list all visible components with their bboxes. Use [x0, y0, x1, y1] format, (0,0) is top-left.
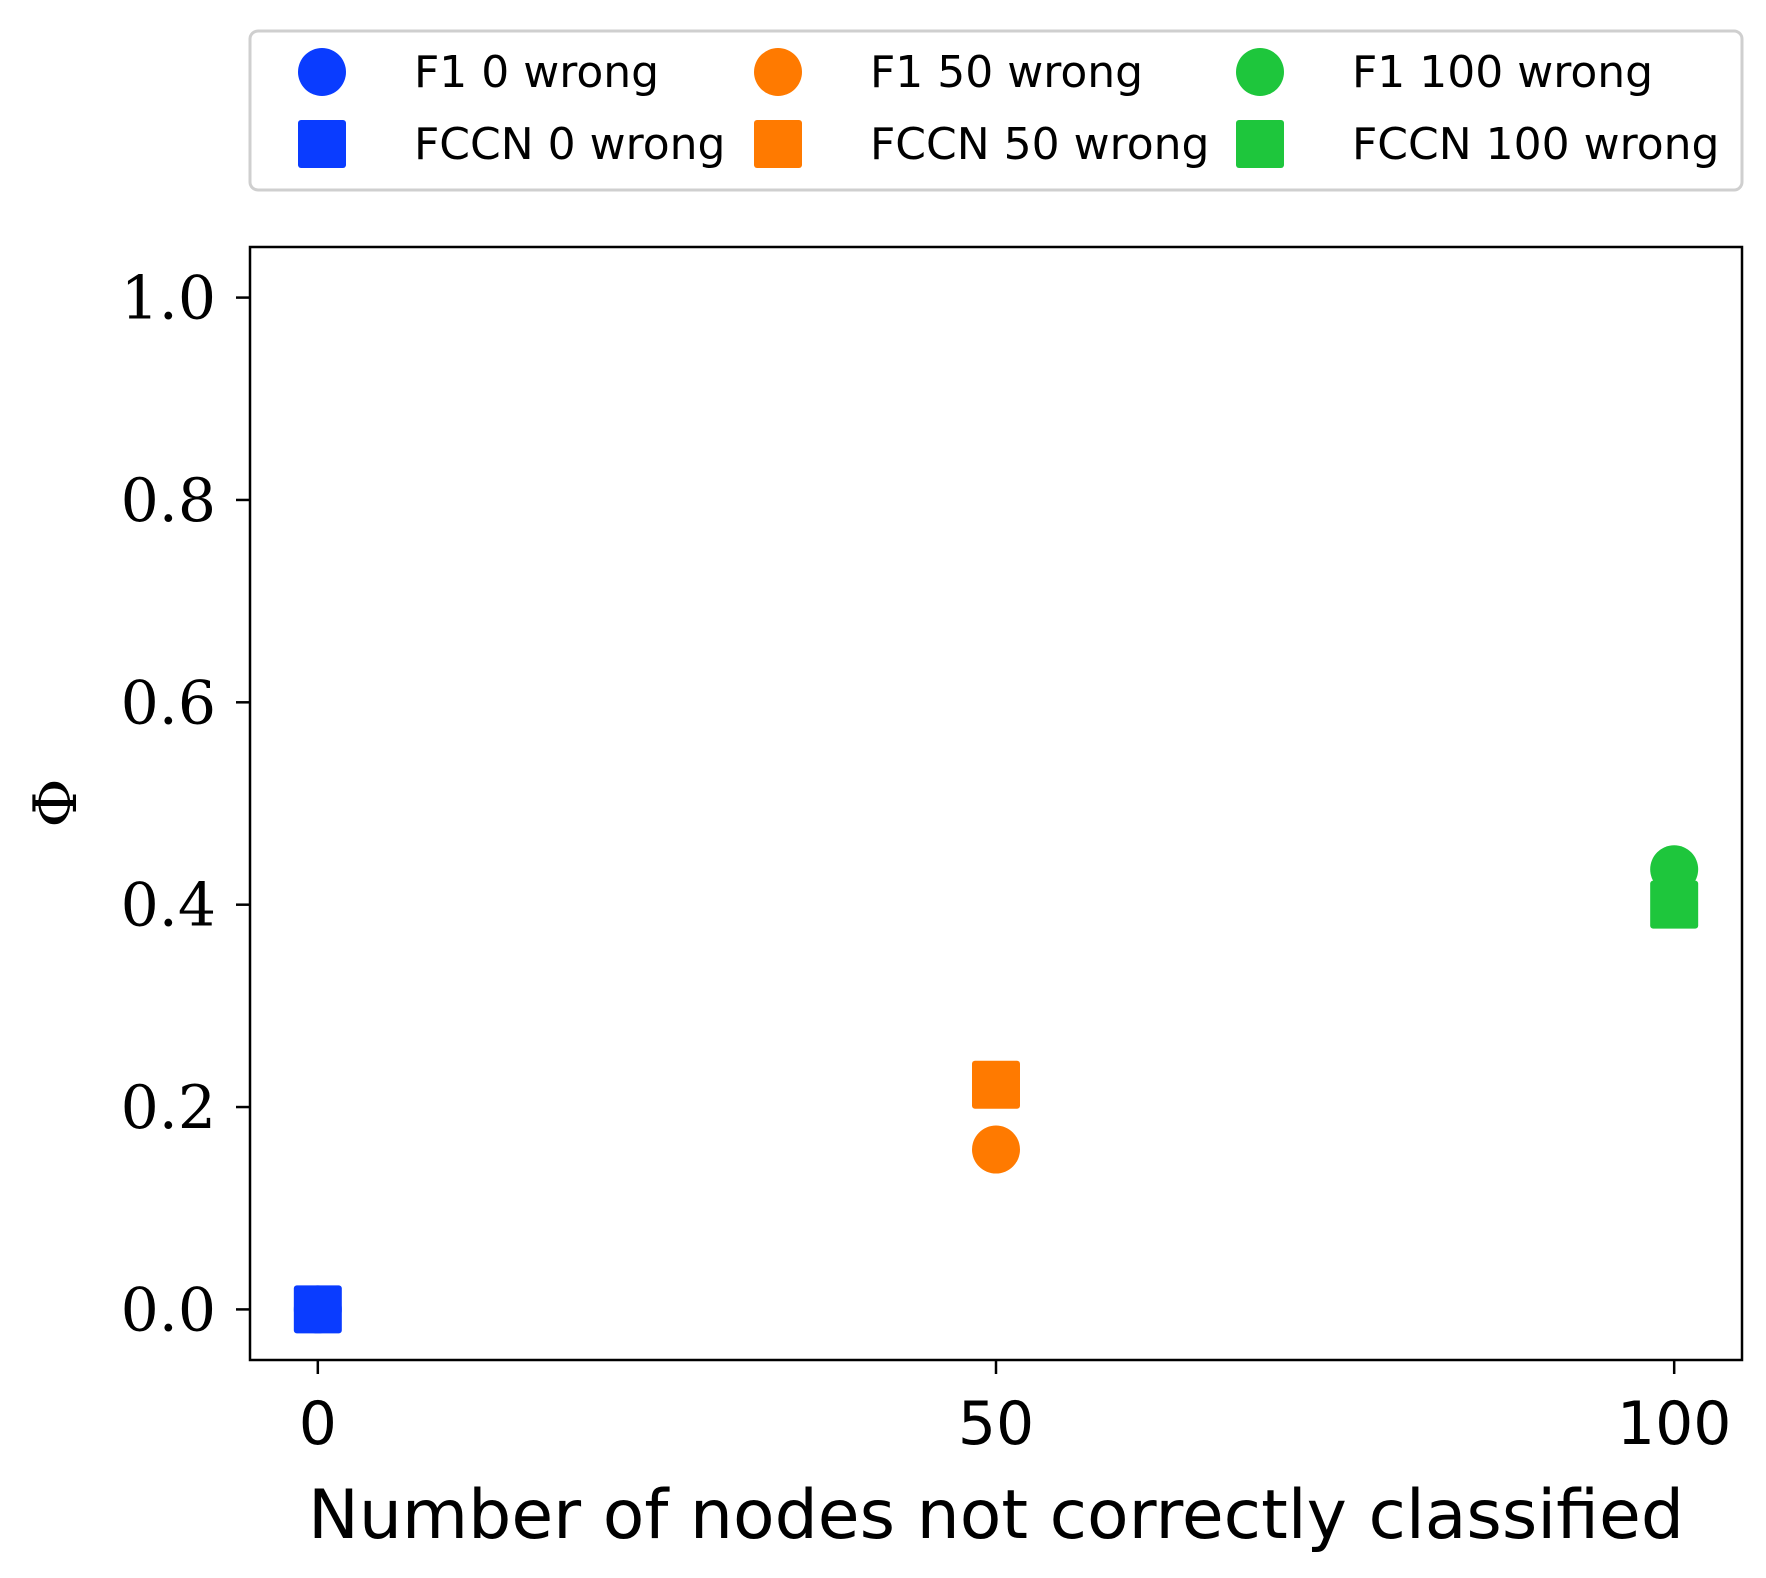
y-tick-label: 0.8: [121, 466, 216, 536]
legend-label: FCCN 0 wrong: [414, 119, 725, 170]
x-axis-title: Number of nodes not correctly classified: [308, 1476, 1684, 1555]
y-axis-title: Φ: [21, 778, 91, 827]
legend-marker-square: [1236, 120, 1284, 168]
data-markers: [293, 845, 1699, 1334]
x-tick-label: 0: [299, 1389, 337, 1459]
legend-marker-square: [298, 120, 346, 168]
legend-label: F1 0 wrong: [414, 47, 659, 98]
marker-square: [293, 1285, 342, 1334]
y-tick-label: 0.0: [121, 1275, 216, 1345]
legend-marker-circle: [298, 48, 346, 96]
y-tick-label: 0.4: [121, 871, 216, 941]
legend: F1 0 wrong FCCN 0 wrong F1 50 wrong FCCN 50…: [248, 29, 1744, 192]
legend-label: FCCN 100 wrong: [1352, 119, 1719, 170]
marker-square: [1650, 880, 1699, 929]
marker-circle: [972, 1125, 1020, 1174]
y-tick-label: 0.2: [121, 1073, 216, 1143]
x-axis-ticks: 0 50 100: [299, 1360, 1732, 1459]
legend-marker-circle: [754, 48, 802, 96]
y-tick-label: 0.6: [121, 668, 216, 738]
legend-label: F1 50 wrong: [870, 47, 1143, 98]
legend-frame: [248, 29, 1744, 192]
y-axis-ticks: 0.0 0.2 0.4 0.6 0.8 1.0: [121, 264, 250, 1345]
x-tick-label: 100: [1617, 1389, 1732, 1459]
legend-marker-circle: [1236, 48, 1284, 96]
legend-marker-square: [754, 120, 802, 168]
legend-label: FCCN 50 wrong: [870, 119, 1209, 170]
axes-frame: [248, 245, 1744, 1362]
y-tick-label: 1.0: [121, 264, 216, 334]
x-tick-label: 50: [958, 1389, 1034, 1459]
plot-area: 0.0 0.2 0.4 0.6 0.8 1.0 0 50 100: [121, 245, 1744, 1459]
marker-square: [972, 1060, 1020, 1109]
legend-label: F1 100 wrong: [1352, 47, 1653, 98]
